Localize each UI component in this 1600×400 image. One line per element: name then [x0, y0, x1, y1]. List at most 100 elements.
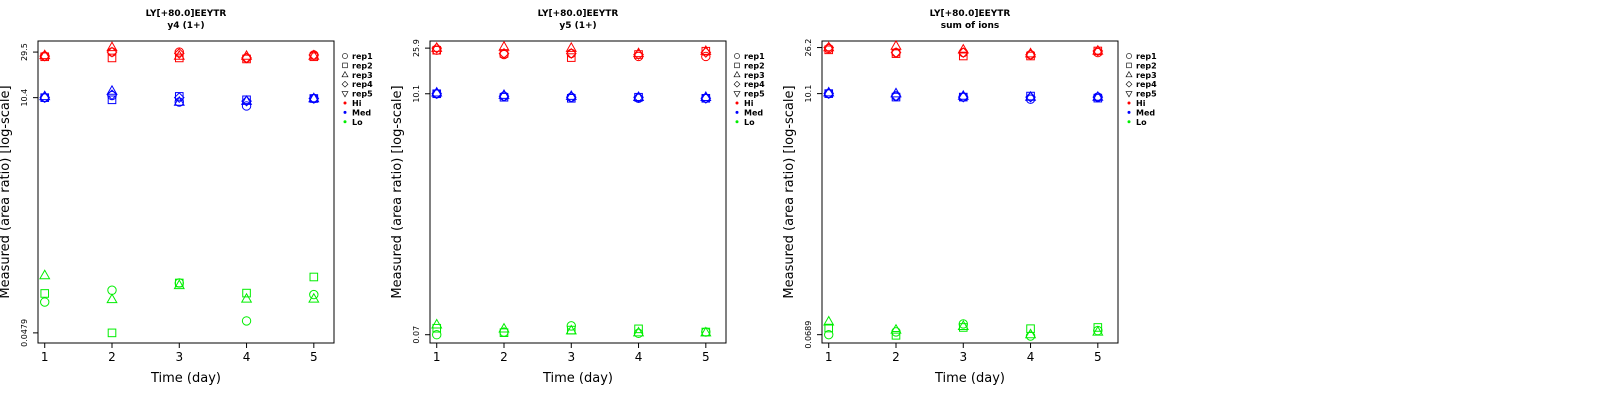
y-tick-label: 0.0479 — [20, 319, 29, 347]
data-point-rep3 — [632, 326, 645, 337]
data-point-rep3 — [1092, 325, 1104, 336]
series-med — [823, 86, 1104, 104]
y-tick-label: 10.4 — [20, 89, 29, 107]
data-point-rep4 — [565, 48, 577, 59]
data-point-rep4 — [39, 50, 51, 62]
legend-label: Med — [1136, 108, 1155, 117]
x-tick-label: 2 — [108, 350, 116, 364]
x-tick-label: 4 — [243, 350, 251, 364]
data-point-rep1 — [40, 92, 50, 103]
data-point-rep3 — [308, 92, 320, 103]
data-point-rep3 — [957, 320, 969, 330]
legend-label: rep1 — [1136, 52, 1157, 61]
legend-label: Lo — [352, 118, 363, 127]
legend-label: rep2 — [744, 61, 765, 70]
data-point-rep4 — [498, 48, 510, 59]
data-point-rep1 — [701, 51, 711, 62]
legend-label: rep4 — [1136, 80, 1157, 89]
data-point-rep1 — [309, 289, 319, 300]
legend-swatch-lo — [735, 120, 739, 124]
plot-frame — [37, 40, 335, 344]
x-tick-label: 1 — [433, 350, 441, 364]
x-axis-label: Time (day) — [542, 371, 613, 386]
data-point-rep4 — [39, 92, 51, 104]
data-point-rep4 — [173, 92, 185, 104]
data-point-rep4 — [890, 90, 902, 102]
y-axis-label: Measured (area ratio) [log-scale] — [390, 85, 405, 298]
chart-title: LY[+80.0]EEYTR — [538, 9, 619, 19]
data-point-rep4 — [241, 52, 252, 64]
data-point-rep3 — [565, 41, 577, 52]
legend-label: rep1 — [352, 52, 373, 61]
data-point-rep4 — [308, 93, 320, 104]
y-tick-label: 10.1 — [412, 85, 421, 103]
x-tick-label: 5 — [1094, 350, 1102, 364]
data-point-rep2 — [499, 328, 509, 337]
legend-swatch-hi — [343, 101, 347, 105]
legend-swatch-med — [1127, 110, 1131, 114]
legend-label: rep1 — [744, 52, 765, 61]
data-point-rep2 — [107, 53, 117, 63]
x-axis-label: Time (day) — [934, 371, 1005, 386]
data-point-rep3 — [1092, 44, 1104, 55]
data-point-rep1 — [633, 328, 644, 339]
legend-marker-rep5 — [341, 91, 349, 98]
legend-label: Hi — [744, 99, 754, 108]
legend-label: rep4 — [744, 80, 765, 89]
data-point-rep2 — [824, 323, 834, 333]
data-point-rep2 — [1093, 46, 1103, 56]
legend-swatch-lo — [1127, 120, 1131, 124]
data-point-rep4 — [633, 91, 644, 103]
data-point-rep2 — [107, 95, 117, 105]
data-point-rep4 — [823, 42, 835, 53]
data-point-rep4 — [106, 89, 118, 101]
data-point-rep4 — [1025, 49, 1036, 61]
data-point-rep2 — [634, 324, 643, 334]
data-point-rep2 — [107, 328, 117, 338]
data-point-rep3 — [106, 41, 118, 52]
data-point-rep2 — [958, 51, 968, 61]
legend-label: rep3 — [744, 71, 765, 80]
data-point-rep3 — [106, 293, 118, 304]
chart-subtitle: y4 (1+) — [167, 21, 204, 31]
legend-label: rep5 — [352, 90, 373, 99]
x-tick-label: 5 — [310, 350, 318, 364]
y-tick-label: 0.0689 — [804, 321, 813, 349]
legend-label: rep2 — [1136, 61, 1157, 70]
data-point-rep3 — [173, 95, 185, 106]
series-med — [431, 86, 712, 104]
data-point-rep1 — [241, 101, 252, 111]
series-lo — [431, 318, 712, 340]
legend-label: Lo — [744, 118, 755, 127]
data-point-rep3 — [957, 43, 969, 54]
data-point-rep3 — [308, 292, 320, 303]
data-point-rep3 — [890, 87, 902, 98]
data-point-rep3 — [498, 40, 510, 51]
data-point-rep1 — [174, 47, 184, 57]
legend-label: Hi — [1136, 99, 1146, 108]
x-tick-label: 5 — [702, 350, 710, 364]
legend-marker-rep2 — [342, 62, 348, 69]
data-point-rep4 — [431, 42, 443, 54]
legend-marker-rep1 — [734, 53, 740, 59]
legend-swatch-hi — [735, 101, 739, 105]
legend-marker-rep5 — [733, 91, 741, 98]
legend-label: rep4 — [352, 80, 373, 89]
legend-marker-rep4 — [1125, 80, 1133, 88]
data-point-rep4 — [241, 95, 252, 107]
chart-panel-3: LY[+80.0]EEYTR sum of ions 1 2 3 4 5 0.0689 10.1… — [782, 9, 1157, 386]
data-point-rep2 — [242, 288, 251, 298]
data-point-rep1 — [241, 316, 252, 326]
series-hi — [39, 41, 320, 64]
y-tick-label: 29.5 — [20, 43, 29, 61]
x-tick-label: 3 — [175, 350, 183, 364]
legend-swatch-lo — [343, 120, 347, 124]
legend-label: rep5 — [1136, 90, 1157, 99]
legend-label: rep3 — [352, 71, 373, 80]
series-hi — [823, 39, 1104, 61]
series-med — [39, 84, 320, 111]
data-point-rep2 — [891, 331, 901, 340]
